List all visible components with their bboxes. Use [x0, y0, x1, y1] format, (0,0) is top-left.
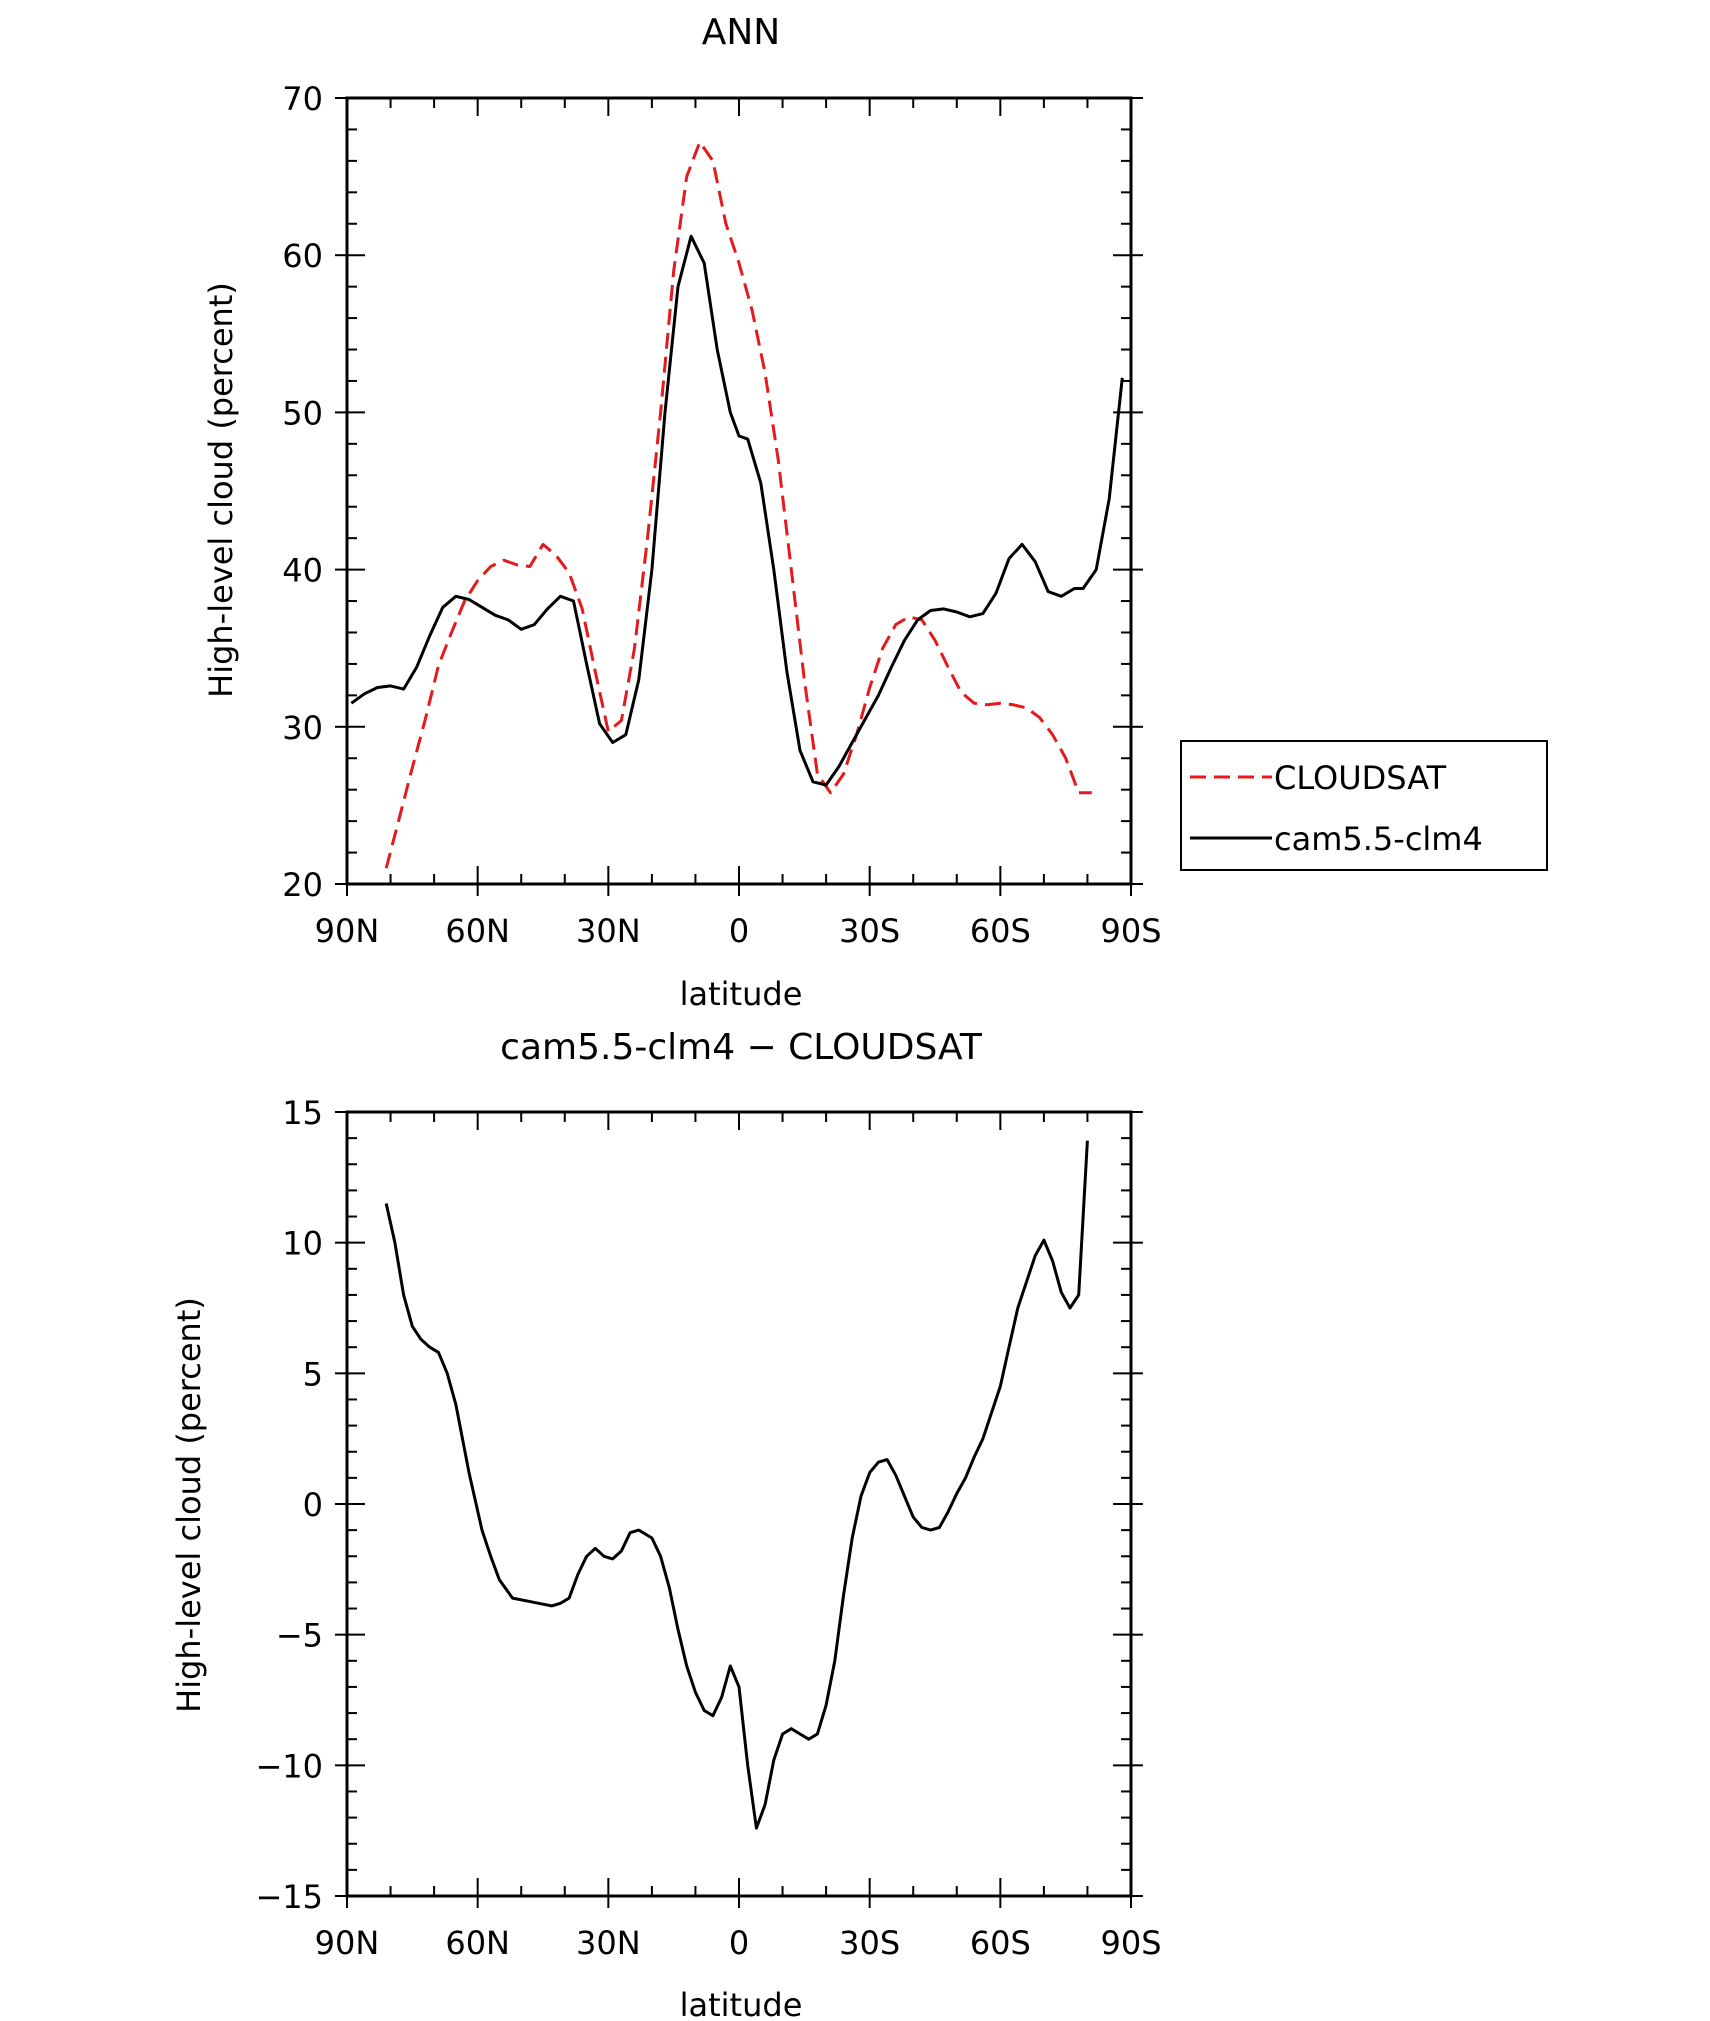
top-xtick-label: 90N: [315, 912, 380, 950]
bottom-panel-xlabel: latitude: [680, 1986, 803, 2021]
bottom-plot-frame: [345, 1110, 1133, 1898]
legend: CLOUDSAT cam5.5-clm4: [1180, 740, 1548, 871]
bottom-xtick-label: 30S: [839, 1924, 900, 1962]
top-ytick-label: 60: [282, 237, 323, 275]
top-xtick-label: 30N: [576, 912, 641, 950]
bottom-ytick-label: −5: [276, 1617, 323, 1655]
bottom-difference-line: [384, 1140, 1089, 1830]
bottom-ytick-label: −15: [255, 1878, 323, 1916]
bottom-panel-title: cam5.5-clm4 − CLOUDSAT: [500, 1027, 983, 1068]
top-xtick-label: 60N: [445, 912, 510, 950]
top-panel-lines: [350, 140, 1124, 869]
bottom-panel-ylabel: High-level cloud (percent): [170, 1297, 208, 1713]
top-panel-axes: 90N 60N 30N 0 30S 60S 90S 20 30 40 50 60 70: [282, 80, 1161, 950]
bottom-ytick-label: 10: [282, 1225, 323, 1263]
top-ytick-label: 30: [282, 709, 323, 747]
bottom-panel-lines: [384, 1140, 1089, 1830]
bottom-xtick-label: 90S: [1100, 1924, 1161, 1962]
top-plot-frame: [345, 96, 1133, 886]
top-ytick-label: 20: [282, 866, 323, 904]
top-ytick-label: 70: [282, 80, 323, 118]
bottom-xtick-label: 0: [729, 1924, 749, 1962]
top-model-line: [350, 234, 1124, 787]
legend-label-model: cam5.5-clm4: [1274, 820, 1483, 858]
top-panel-title: ANN: [702, 12, 781, 53]
top-xtick-label: 0: [729, 912, 749, 950]
bottom-ytick-label: 0: [303, 1486, 323, 1524]
top-panel: ANN High-level cloud (percent) latitude …: [202, 12, 1548, 1013]
top-panel-xlabel: latitude: [680, 975, 803, 1013]
bottom-ytick-label: −10: [255, 1747, 323, 1785]
top-xtick-label: 60S: [970, 912, 1031, 950]
bottom-xtick-label: 90N: [315, 1924, 380, 1962]
bottom-xtick-label: 60S: [970, 1924, 1031, 1962]
legend-label-cloudsat: CLOUDSAT: [1274, 759, 1447, 797]
bottom-xtick-label: 60N: [445, 1924, 510, 1962]
top-ytick-label: 50: [282, 394, 323, 432]
top-xtick-label: 90S: [1100, 912, 1161, 950]
bottom-panel-axes: 90N 60N 30N 0 30S 60S 90S −15 −10 −5 0 5 10 15: [255, 1094, 1161, 1962]
top-panel-ylabel: High-level cloud (percent): [202, 282, 240, 698]
top-xtick-label: 30S: [839, 912, 900, 950]
bottom-panel: cam5.5-clm4 − CLOUDSAT High-level cloud …: [170, 1027, 1162, 2021]
legend-box: [1180, 740, 1548, 871]
bottom-ytick-label: 15: [282, 1094, 323, 1132]
bottom-ytick-label: 5: [303, 1355, 323, 1393]
top-ytick-label: 40: [282, 552, 323, 590]
bottom-xtick-label: 30N: [576, 1924, 641, 1962]
top-cloudsat-line: [384, 140, 1092, 869]
